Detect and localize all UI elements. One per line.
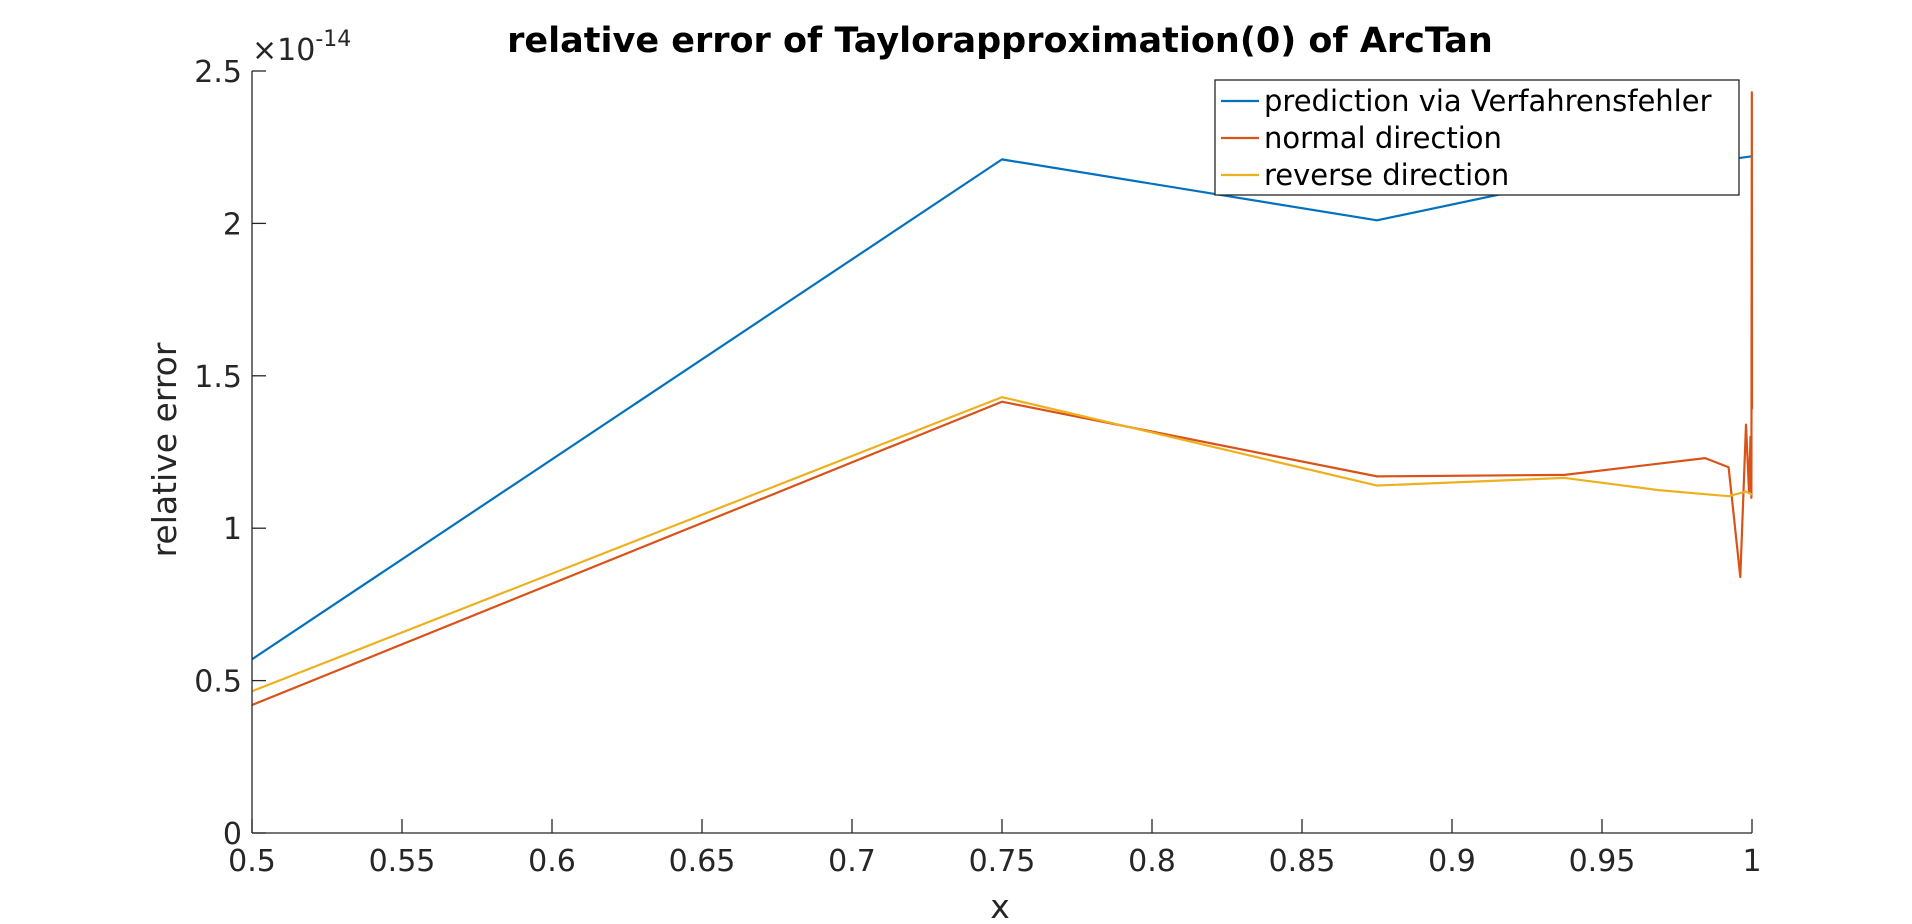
legend-label-1: prediction via Verfahrensfehler xyxy=(1264,84,1712,118)
series-line-2 xyxy=(251,91,1754,706)
y-tick-label: 1.5 xyxy=(194,360,242,395)
chart-title: relative error of Taylorapproximation(0)… xyxy=(507,21,1493,61)
legend-label-3: reverse direction xyxy=(1264,158,1509,192)
y-exponent-prefix: ×10 xyxy=(252,33,315,68)
series-line-3 xyxy=(251,396,1753,693)
x-tick-label: 0.5 xyxy=(228,844,276,879)
y-tick-label: 2 xyxy=(223,207,242,242)
x-ticks: 0.5 0.55 0.6 0.65 0.7 0.75 0.8 0.85 0.9 0.95 1 xyxy=(228,819,1762,879)
y-tick-label: 1 xyxy=(223,512,242,547)
x-tick-label: 1 xyxy=(1742,844,1761,879)
y-tick-label: 2.5 xyxy=(194,55,242,90)
legend-label-2: normal direction xyxy=(1264,121,1502,155)
x-tick-label: 0.95 xyxy=(1569,844,1636,879)
x-axis-label: x xyxy=(990,887,1010,924)
x-tick-label: 0.6 xyxy=(528,844,576,879)
x-tick-label: 0.9 xyxy=(1428,844,1476,879)
x-tick-label: 0.85 xyxy=(1269,844,1336,879)
y-exponent-power: -14 xyxy=(315,27,351,52)
x-tick-label: 0.7 xyxy=(828,844,876,879)
y-axis-exponent: ×10-14 xyxy=(252,27,351,68)
legend-box xyxy=(1214,79,1740,196)
y-ticks: 0 0.5 1 1.5 2 2.5 xyxy=(194,55,266,852)
x-tick-label: 0.55 xyxy=(369,844,436,879)
x-tick-label: 0.65 xyxy=(669,844,736,879)
y-axis-label: relative error xyxy=(145,342,184,557)
x-tick-label: 0.8 xyxy=(1128,844,1176,879)
y-tick-label: 0 xyxy=(223,817,242,852)
x-tick-label: 0.75 xyxy=(969,844,1036,879)
y-tick-label: 0.5 xyxy=(194,665,242,700)
